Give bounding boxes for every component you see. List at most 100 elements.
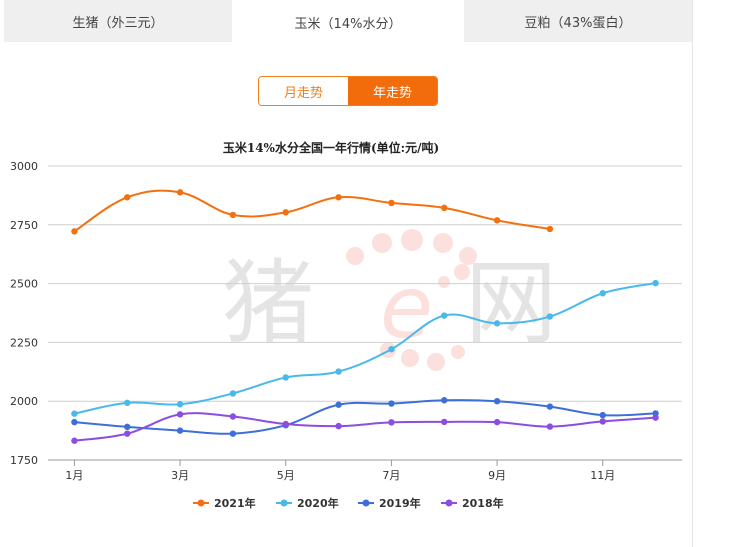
watermark-dot: [451, 345, 465, 359]
data-point[interactable]: [652, 279, 659, 287]
data-point[interactable]: [176, 427, 184, 434]
series-line: [74, 412, 656, 442]
data-point[interactable]: [546, 225, 554, 233]
data-point[interactable]: [493, 217, 501, 224]
data-point[interactable]: [176, 411, 184, 418]
legend-label: 2018年: [462, 496, 504, 510]
data-point[interactable]: [599, 418, 606, 425]
data-point[interactable]: [441, 418, 448, 426]
month-trend-button[interactable]: 月走势: [259, 77, 348, 105]
panel-border: [692, 0, 693, 547]
tab-divider: [232, 0, 234, 42]
watermark-dot: [372, 233, 392, 253]
y-tick-label: 2500: [10, 278, 38, 291]
x-axis: 1月 3月 5月 7月 9月 11月: [65, 460, 615, 482]
price-line-chart: 猪 网e 玉米14%水分全国一年行情(单位:元/吨) 1750 2000 2250 25…: [10, 140, 682, 510]
y-tick-label: 2250: [10, 336, 38, 349]
x-tick-label: 11月: [590, 469, 615, 482]
data-point[interactable]: [124, 430, 131, 437]
data-point[interactable]: [124, 423, 131, 431]
legend-item[interactable]: 2020年: [276, 496, 339, 510]
series-2019年: [71, 397, 659, 437]
legend-swatch-dot: [362, 499, 370, 507]
series-line: [74, 282, 656, 415]
watermark-left-char: 猪: [222, 250, 314, 357]
watermark-right-char: 网: [465, 250, 557, 357]
data-point[interactable]: [282, 420, 289, 428]
legend-label: 2020年: [297, 496, 339, 510]
trend-toggle: 月走势 年走势: [258, 76, 438, 106]
data-point[interactable]: [335, 401, 342, 408]
data-point[interactable]: [124, 399, 131, 407]
data-point[interactable]: [546, 423, 554, 430]
tab-divider: [462, 0, 464, 42]
tab-soybean-meal[interactable]: 豆粕（43%蛋白）: [464, 0, 692, 42]
y-axis: 1750 2000 2250 2500 2750 3000: [10, 160, 38, 467]
data-point[interactable]: [388, 199, 395, 207]
x-tick-label: 1月: [65, 469, 83, 482]
data-point[interactable]: [282, 209, 289, 216]
watermark-dot: [438, 276, 450, 288]
data-point[interactable]: [388, 400, 395, 407]
x-tick-label: 9月: [488, 469, 506, 482]
data-point[interactable]: [71, 418, 78, 426]
commodity-tabs: 生猪（外三元） 玉米（14%水分） 豆粕（43%蛋白）: [4, 0, 692, 42]
y-tick-label: 2000: [10, 395, 38, 408]
data-point[interactable]: [229, 211, 237, 219]
legend-item[interactable]: 2019年: [358, 496, 421, 510]
data-point[interactable]: [176, 189, 184, 196]
data-point[interactable]: [388, 346, 395, 353]
data-point[interactable]: [71, 228, 78, 235]
watermark: 猪 网e: [222, 229, 557, 371]
legend-item[interactable]: 2021年: [193, 496, 256, 510]
watermark-e-letter: e: [380, 258, 433, 358]
data-point[interactable]: [493, 398, 501, 405]
grid-lines: [48, 165, 682, 461]
data-point[interactable]: [546, 403, 554, 410]
data-point[interactable]: [335, 422, 342, 430]
watermark-dot: [454, 264, 470, 280]
data-point[interactable]: [388, 419, 395, 426]
y-tick-label: 1750: [10, 454, 38, 467]
watermark-dot: [401, 229, 423, 251]
data-point[interactable]: [441, 204, 448, 212]
data-point[interactable]: [335, 194, 342, 201]
data-point[interactable]: [71, 410, 78, 417]
data-point[interactable]: [71, 437, 78, 444]
x-tick-label: 3月: [171, 469, 189, 482]
y-tick-label: 2750: [10, 219, 38, 232]
legend-label: 2019年: [379, 496, 421, 510]
data-point[interactable]: [124, 194, 131, 201]
data-point[interactable]: [493, 320, 501, 327]
series-2018年: [71, 411, 659, 444]
legend: 2021年 2020年 2019年 2018年: [193, 496, 504, 510]
data-point[interactable]: [599, 411, 606, 419]
data-point[interactable]: [335, 368, 342, 375]
data-point[interactable]: [441, 312, 448, 319]
tab-corn[interactable]: 玉米（14%水分）: [234, 0, 462, 42]
data-point[interactable]: [229, 390, 237, 397]
series-group: [71, 189, 659, 444]
legend-label: 2021年: [214, 496, 256, 510]
data-point[interactable]: [282, 374, 289, 381]
x-tick-label: 7月: [382, 469, 400, 482]
data-point[interactable]: [229, 413, 237, 420]
watermark-dot: [346, 247, 364, 265]
year-trend-button[interactable]: 年走势: [348, 77, 437, 105]
x-tick-label: 5月: [277, 469, 295, 482]
data-point[interactable]: [599, 290, 606, 297]
tab-live-hog[interactable]: 生猪（外三元）: [4, 0, 232, 42]
data-point[interactable]: [229, 430, 237, 437]
series-2020年: [71, 279, 659, 417]
data-point[interactable]: [493, 418, 501, 426]
y-tick-label: 3000: [10, 160, 38, 173]
legend-swatch-dot: [445, 499, 453, 507]
data-point[interactable]: [176, 401, 184, 408]
data-point[interactable]: [652, 414, 659, 421]
data-point[interactable]: [441, 397, 448, 404]
watermark-dot: [433, 233, 453, 253]
series-line: [73, 189, 551, 233]
data-point[interactable]: [546, 313, 554, 320]
legend-item[interactable]: 2018年: [441, 496, 504, 510]
watermark-dot: [401, 349, 419, 367]
